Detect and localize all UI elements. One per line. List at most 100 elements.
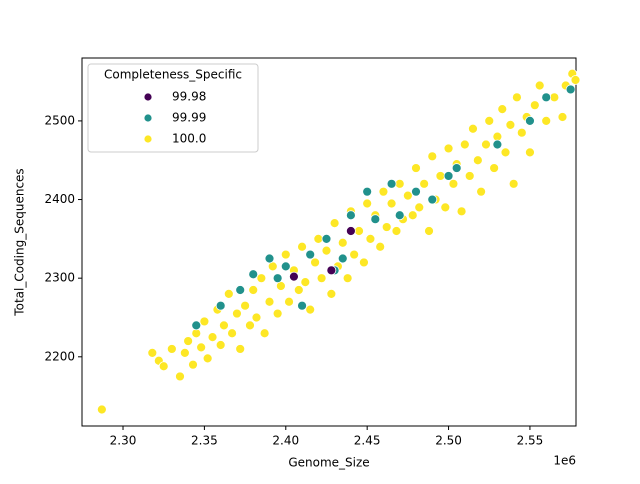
point: [557, 112, 568, 122]
point: [256, 273, 267, 284]
point: [345, 210, 356, 221]
point: [232, 308, 242, 319]
point: [310, 257, 320, 268]
plot-frame: [81, 57, 577, 427]
point: [391, 226, 402, 236]
point: [529, 100, 540, 111]
legend-marker: [143, 113, 153, 123]
y-tick-label: 2300: [44, 271, 75, 285]
point: [411, 163, 421, 173]
point: [386, 178, 397, 189]
point: [179, 347, 190, 358]
point: [191, 320, 202, 331]
point: [411, 186, 421, 197]
point: [435, 171, 446, 181]
point: [297, 300, 307, 311]
point: [235, 285, 246, 295]
point: [427, 194, 438, 205]
point: [500, 147, 511, 158]
point: [293, 285, 304, 295]
point: [481, 139, 491, 150]
point: [378, 186, 389, 197]
x-axis-label: Genome_Size: [288, 456, 369, 470]
point: [321, 233, 332, 244]
point: [337, 253, 348, 264]
point: [459, 139, 470, 150]
point: [484, 116, 495, 126]
legend: Completeness_Specific 99.98 99.99 100.0: [87, 63, 259, 153]
point: [476, 186, 487, 197]
point: [215, 340, 226, 350]
point: [381, 222, 392, 232]
point: [424, 226, 434, 236]
point: [570, 75, 581, 85]
x-tick-label: 2.55: [517, 434, 544, 448]
point: [272, 308, 283, 319]
point: [147, 347, 158, 358]
point: [525, 116, 535, 126]
points: [96, 68, 581, 415]
point: [207, 332, 218, 343]
point: [235, 344, 246, 354]
point: [440, 202, 451, 213]
y-tick-label: 2500: [44, 113, 75, 127]
point: [345, 226, 356, 236]
point: [305, 304, 316, 315]
point: [508, 178, 519, 189]
point: [326, 265, 337, 276]
point: [183, 336, 194, 346]
point: [158, 361, 169, 372]
point: [565, 84, 576, 95]
point: [448, 178, 459, 189]
point: [188, 359, 198, 370]
point: [313, 233, 324, 244]
legend-label: 99.99: [172, 111, 206, 125]
point: [497, 104, 508, 115]
point: [512, 92, 522, 103]
point: [456, 206, 467, 217]
point: [240, 300, 250, 311]
point: [196, 342, 207, 353]
point: [264, 296, 275, 307]
point: [359, 257, 369, 268]
point: [375, 241, 386, 252]
point: [326, 288, 337, 299]
point: [300, 277, 311, 288]
point: [402, 190, 413, 201]
point: [525, 147, 535, 158]
point: [451, 163, 462, 173]
point: [199, 316, 210, 327]
point: [365, 233, 376, 244]
point: [342, 273, 353, 284]
y-tick-label: 2400: [44, 192, 75, 206]
point: [516, 127, 527, 138]
point: [505, 119, 516, 130]
x-tick-label: 2.50: [435, 434, 462, 448]
point: [549, 92, 560, 103]
point: [245, 320, 255, 331]
point: [248, 285, 259, 295]
point: [264, 253, 275, 264]
x-tick-label: 2.35: [191, 434, 218, 448]
point: [472, 155, 483, 166]
point: [305, 249, 316, 260]
point: [215, 300, 226, 311]
point: [349, 249, 360, 260]
point: [316, 273, 327, 284]
legend-title: Completeness_Specific: [104, 68, 242, 82]
point: [175, 371, 185, 382]
point: [354, 226, 364, 236]
point: [337, 237, 348, 248]
point: [284, 296, 294, 307]
point: [297, 241, 307, 252]
point: [489, 163, 500, 173]
point: [321, 245, 332, 256]
point: [272, 273, 283, 284]
point: [414, 202, 425, 213]
x-tick-label: 2.40: [272, 434, 299, 448]
point: [227, 328, 237, 339]
legend-box: [87, 63, 259, 153]
point: [259, 328, 270, 339]
point: [280, 249, 291, 260]
legend-marker: [143, 134, 153, 144]
